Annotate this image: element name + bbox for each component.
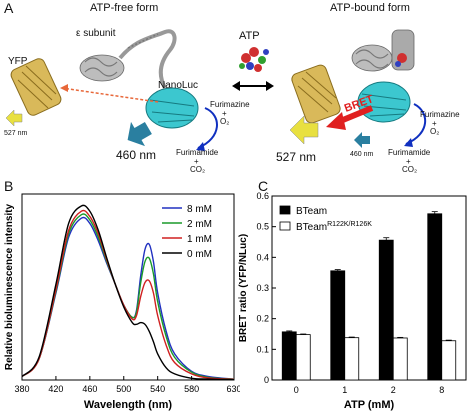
y-tick-label: 0.5 [256,222,269,232]
wl-460-big: 460 nm [116,148,157,162]
epsilon-subunit-bound [351,29,415,72]
bar-mutant-0 [295,334,311,381]
plot-frame [21,193,235,381]
x-axis-label: ATP (mM) [344,399,395,411]
plus-o2-right: + [432,119,437,128]
wl-527-big: 527 nm [276,150,317,164]
spectra-chart: 380 420 460 500 540 580 630 Wavelength (nm) Rela… [4,193,240,411]
panel-a-illustration [5,29,427,151]
bar-mutant-8 [441,340,457,381]
emission-527-big-arrow [289,115,319,145]
furimamide-left: Furimamide [176,148,219,157]
plus-co2-right: + [406,157,411,166]
y-tick-label: 0.6 [256,191,269,201]
plus-co2-left: + [194,157,199,166]
atp-molecule [239,47,269,72]
x-tick-label: 460 [82,384,97,394]
legend-label: BTeamR122K/R126K [296,221,372,233]
series-line-1-mM [21,209,235,381]
bar-bteam-0 [281,331,297,381]
legend-swatch [279,221,291,231]
atp-bound-title: ATP-bound form [330,2,410,14]
atp-label: ATP [239,30,260,42]
x-tick-label: 630 [226,384,240,394]
x-tick-label: 2 [391,385,396,395]
legend-label: 0 mM [187,249,212,260]
atp-free-title: ATP-free form [90,2,159,14]
bar-bteam-8 [427,213,443,381]
nanoluc-label: NanoLuc [158,80,199,91]
bret-bar-chart: 0 0.1 0.2 0.3 0.4 0.5 0.6 BRET ratio (YFP/NLuc)… [238,191,467,411]
x-tick-label: 540 [150,384,165,394]
bar-mutant-1 [344,337,360,381]
y-axis-label: Relative bioluminescence intensity [4,203,15,370]
panel-c-letter: C [258,178,269,194]
series-line-2-mM [21,213,235,380]
y-tick-label: 0.4 [256,252,269,262]
x-tick-label: 580 [184,384,199,394]
furimazine-right: Furimazine [420,110,460,119]
y-tick-label: 0 [264,375,269,385]
y-tick-label: 0.1 [256,344,269,354]
plus-o2-left: + [222,109,227,118]
wl-460-small: 460 nm [350,151,374,158]
emission-527-small-arrow [5,109,23,127]
nanoluc-bound [357,81,411,123]
o2-left: O₂ [220,117,230,126]
panel-a-letter: A [4,0,14,16]
y-tick-label: 0.3 [256,283,269,293]
emission-460-big-arrow [127,121,152,147]
emission-460-small-arrow [354,132,370,148]
substrate-arrow-left [197,107,218,149]
nanoluc-free [145,87,199,129]
y-tick-label: 0.2 [256,314,269,324]
co2-left: CO₂ [190,165,206,174]
bar-bteam-1 [330,270,346,381]
panel-b-letter: B [4,178,14,194]
legend-label: 2 mM [187,219,212,230]
bar-mutant-2 [392,337,408,381]
epsilon-label: ε subunit [76,28,116,39]
yfp-barrel-bound [291,64,341,124]
legend-label: 1 mM [187,234,212,245]
x-tick-label: 500 [116,384,131,394]
legend-label: 8 mM [187,204,212,215]
series-line-0-mM [21,204,235,381]
substrate-arrow-right [405,103,427,145]
yfp-label: YFP [8,56,28,67]
no-bret-dashed-arrow [61,87,159,103]
legend-swatch [279,205,291,215]
x-axis-label: Wavelength (nm) [84,399,173,411]
wl-527-small: 527 nm [4,130,28,137]
o2-right: O₂ [430,127,440,136]
bar-bteam-2 [378,239,394,381]
x-tick-label: 420 [48,384,63,394]
x-tick-label: 380 [14,384,29,394]
furimamide-right: Furimamide [388,148,431,157]
equilibrium-double-arrow [232,81,274,91]
epsilon-subunit-free [79,29,177,89]
legend-label: BTeam [296,206,327,217]
co2-right: CO₂ [402,165,418,174]
y-axis-label: BRET ratio (YFP/NLuc) [238,234,249,342]
x-tick-label: 8 [439,385,444,395]
x-tick-label: 1 [342,385,347,395]
furimazine-left: Furimazine [210,100,250,109]
yfp-barrel-free [10,58,62,116]
x-tick-label: 0 [294,385,299,395]
